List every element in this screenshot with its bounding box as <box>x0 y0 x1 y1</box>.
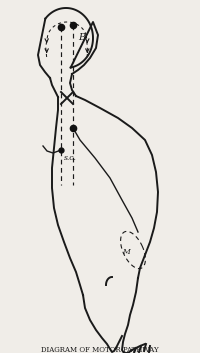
Text: B: B <box>78 34 85 42</box>
Text: DIAGRAM OF MOTOR PATHWAY: DIAGRAM OF MOTOR PATHWAY <box>41 346 158 353</box>
Text: M: M <box>122 248 129 256</box>
Text: s.c.: s.c. <box>64 154 76 162</box>
